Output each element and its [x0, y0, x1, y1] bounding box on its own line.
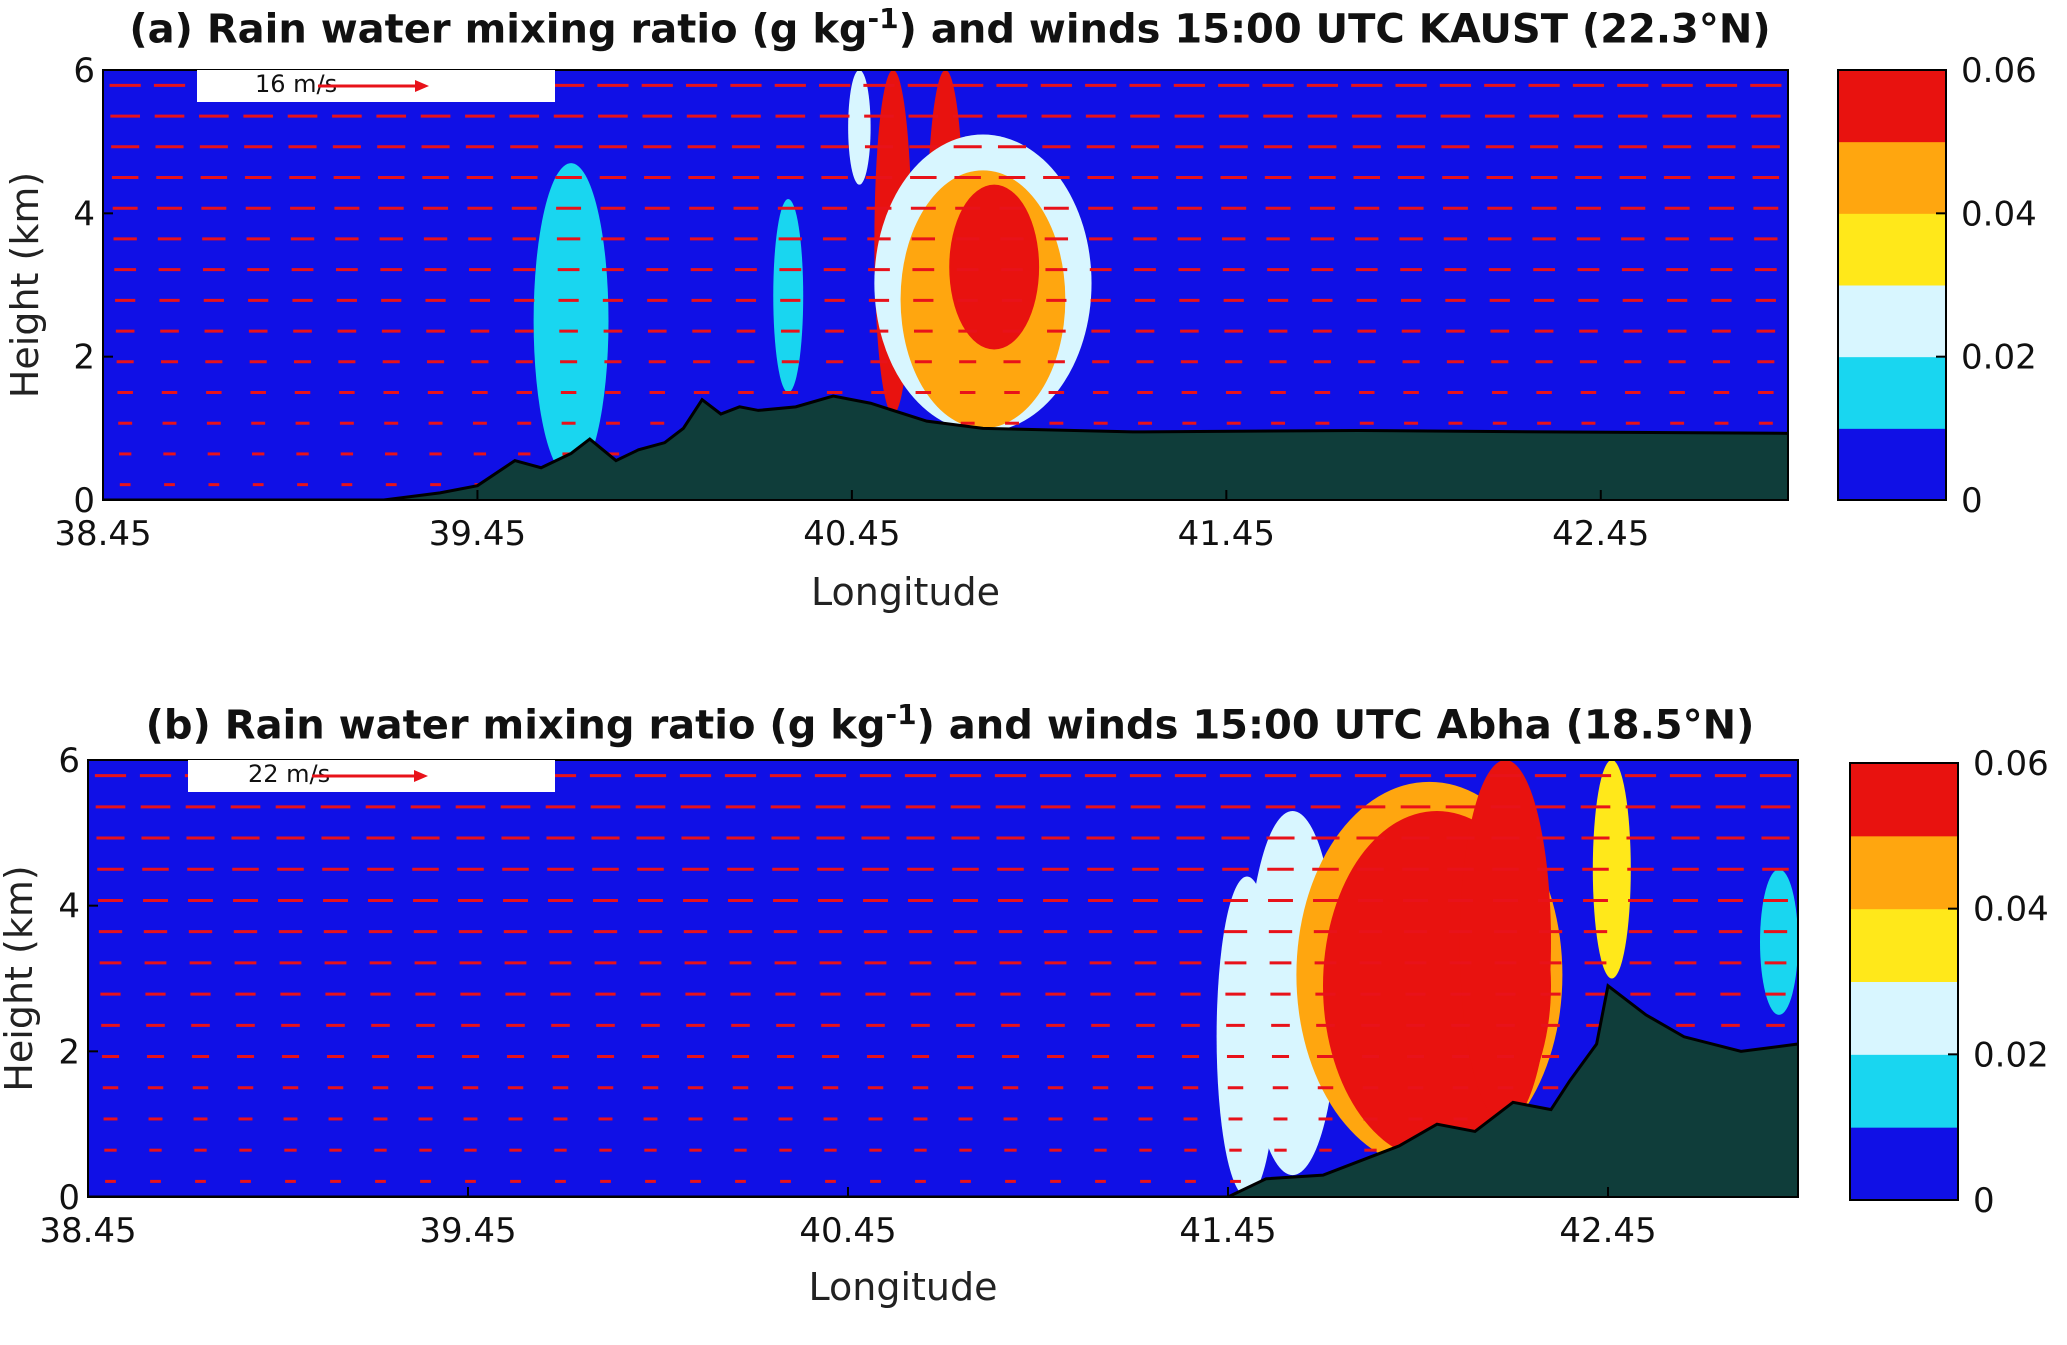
x-tick-label: 39.45 — [429, 514, 526, 554]
x-axis-label: Longitude — [809, 1265, 998, 1309]
colorbar-segment — [1850, 1054, 1958, 1128]
colorbar-segment — [1850, 1127, 1958, 1201]
chart-title: (a) Rain water mixing ratio (g kg-1) and… — [129, 2, 1771, 53]
wind-reference-arrowhead — [414, 770, 428, 782]
rain-region-cell-42.45 — [1592, 760, 1631, 979]
colorbar-tick-label: 0.04 — [1973, 890, 2049, 930]
wind-reference-label: 22 m/s — [248, 760, 330, 788]
y-tick-label: 2 — [73, 338, 95, 378]
wind-reference-arrowhead — [415, 80, 429, 92]
colorbar-segment — [1850, 835, 1958, 910]
y-axis-label: Height (km) — [0, 865, 41, 1091]
x-tick-label: 42.45 — [1559, 1211, 1656, 1251]
x-tick-label: 40.45 — [799, 1211, 896, 1251]
y-axis-label: Height (km) — [3, 172, 47, 398]
colorbar-segment — [1850, 908, 1958, 982]
y-tick-label: 4 — [73, 194, 95, 234]
plot-frame — [102, 69, 1789, 501]
x-tick-label: 39.45 — [419, 1211, 516, 1251]
colorbar-segment — [1850, 981, 1958, 1055]
terrain — [88, 985, 1798, 1197]
panel-a: (a) Rain water mixing ratio (g kg-1) and… — [0, 0, 2067, 655]
y-tick-label: 6 — [58, 741, 80, 781]
x-tick-label: 42.45 — [1552, 514, 1649, 554]
y-tick-label: 2 — [58, 1032, 80, 1072]
rain-region-core-42.2 — [1459, 760, 1551, 1125]
rain-region-cell-42.9 — [1760, 869, 1798, 1015]
y-tick-label: 0 — [73, 481, 95, 521]
x-axis-label: Longitude — [811, 570, 1000, 614]
x-tick-label: 38.45 — [54, 514, 151, 554]
x-tick-label: 41.45 — [1179, 1211, 1276, 1251]
rain-region-cell-40.3 — [773, 199, 804, 393]
y-tick-label: 6 — [73, 51, 95, 91]
rain-region-cell-39.7 — [533, 163, 609, 479]
colorbar-tick-label: 0 — [1961, 481, 1983, 521]
colorbar-frame — [1837, 69, 1947, 501]
plot-layer — [88, 760, 1798, 1197]
rain-region-cell-40.5 — [848, 70, 871, 185]
terrain — [103, 396, 1788, 500]
colorbar-tick-label: 0.02 — [1961, 338, 2037, 378]
y-tick-label: 0 — [58, 1178, 80, 1218]
colorbar-tick-label: 0.04 — [1961, 194, 2037, 234]
x-tick-label: 41.45 — [1178, 514, 1275, 554]
colorbar-segment — [1838, 213, 1946, 286]
terrain-outline — [103, 394, 1788, 500]
plot-layer — [103, 70, 1788, 500]
colorbar-tick-label: 0 — [1973, 1181, 1995, 1221]
x-tick-label: 40.45 — [803, 514, 900, 554]
plot-frame — [87, 759, 1799, 1198]
chart-b-svg: 22 m/s 38.45 39.45 40.45 41.45 42.45 0 2 4 6 Longi… — [0, 741, 2049, 1309]
colorbar-tick-label: 0.06 — [1973, 744, 2049, 784]
x-tick-label: 38.45 — [39, 1211, 136, 1251]
wind-reference-label: 16 m/s — [255, 70, 337, 98]
rain-region-core-40.9 — [949, 184, 1040, 350]
panel-b: (b) Rain water mixing ratio (g kg-1) and… — [0, 690, 2067, 1345]
colorbar-segment — [1838, 285, 1946, 358]
chart-a-svg: 16 m/s 38.45 39.45 40.45 41.45 42.45 0 2 4 6 Longi… — [3, 51, 2037, 614]
y-tick-label: 4 — [58, 887, 80, 927]
terrain-outline — [88, 983, 1798, 1197]
colorbar-frame — [1849, 762, 1959, 1201]
chart-title: (b) Rain water mixing ratio (g kg-1) and… — [145, 698, 1755, 749]
colorbar-segment — [1838, 428, 1946, 501]
colorbar-tick-label: 0.06 — [1961, 51, 2037, 91]
colorbar-segment — [1838, 70, 1946, 143]
colorbar-segment — [1838, 356, 1946, 429]
colorbar-segment — [1850, 763, 1958, 837]
colorbar-segment — [1838, 141, 1946, 214]
colorbar-tick-label: 0.02 — [1973, 1035, 2049, 1075]
